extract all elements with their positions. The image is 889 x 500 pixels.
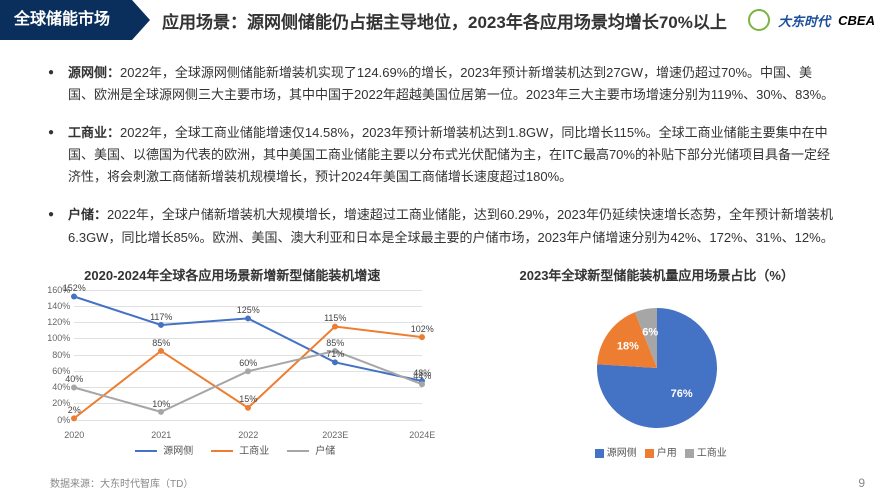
- line-chart-title: 2020-2024年全球各应用场景新增新型储能装机增速: [20, 265, 445, 284]
- green-logo-icon: [748, 9, 770, 31]
- body-content: 源网侧：2022年，全球源网侧储能新增装机实现了124.69%的增长，2023年…: [0, 40, 889, 249]
- bullet-item: 源网侧：2022年，全球源网侧储能新增装机实现了124.69%的增长，2023年…: [68, 62, 837, 106]
- line-chart-legend: 源网侧工商业户储: [20, 442, 445, 457]
- charts-row: 2020-2024年全球各应用场景新增新型储能装机增速 0%20%40%60%8…: [0, 265, 889, 459]
- logo-row: 大东时代 CBEA: [748, 9, 875, 31]
- data-source: 数据来源：大东时代智库（TD）: [50, 475, 193, 490]
- svg-text:18%: 18%: [617, 340, 639, 352]
- slide-title: 应用场景：源网侧储能仍占据主导地位，2023年各应用场景均增长70%以上: [162, 8, 727, 33]
- cbea-logo: CBEA: [838, 13, 875, 28]
- slide-header: 全球储能市场 应用场景：源网侧储能仍占据主导地位，2023年各应用场景均增长70…: [0, 0, 889, 40]
- header-band: 全球储能市场: [0, 0, 132, 40]
- pie-chart-box: 2023年全球新型储能装机量应用场景占比（%） 76% 18%6% 源网侧户用工商…: [445, 265, 870, 459]
- bullet-item: 户储：2022年，全球户储新增装机大规模增长，增速超过工商业储能，达到60.29…: [68, 204, 837, 248]
- line-chart: 0%20%40%60%80%100%120%140%160%2020202120…: [32, 290, 432, 440]
- svg-text:76%: 76%: [670, 388, 692, 400]
- bullet-item: 工商业：2022年，全球工商业储能增速仅14.58%，2023年预计新增装机达到…: [68, 122, 837, 188]
- pie-chart-legend: 源网侧户用工商业: [445, 444, 870, 459]
- dadong-logo: 大东时代: [778, 11, 830, 30]
- pie-chart-title: 2023年全球新型储能装机量应用场景占比（%）: [445, 265, 870, 284]
- line-chart-box: 2020-2024年全球各应用场景新增新型储能装机增速 0%20%40%60%8…: [20, 265, 445, 459]
- page-number: 9: [858, 476, 865, 490]
- svg-text:6%: 6%: [642, 326, 658, 338]
- pie-chart: 76% 18%6%: [567, 290, 747, 440]
